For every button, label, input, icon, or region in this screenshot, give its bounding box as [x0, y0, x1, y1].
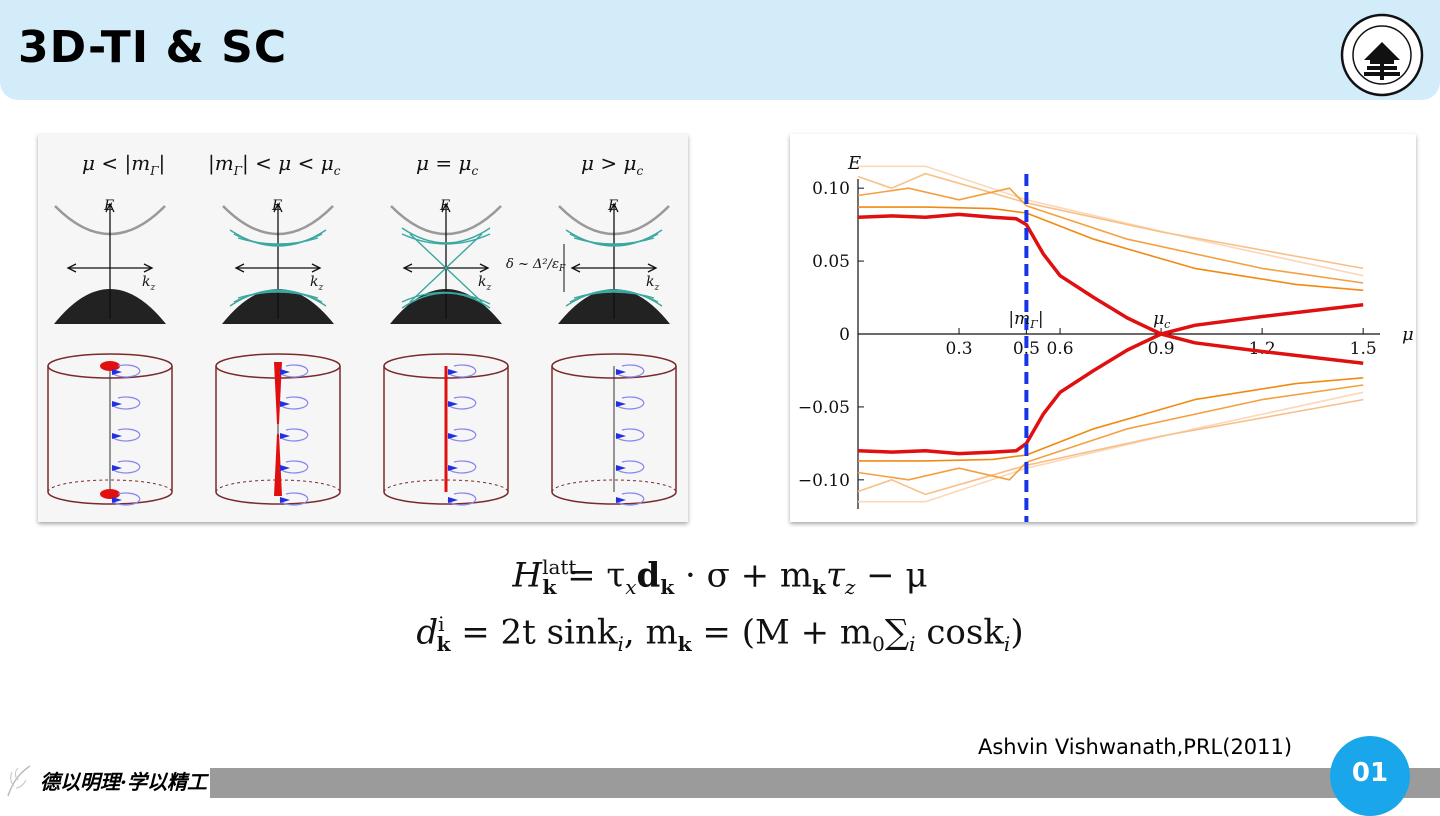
chart-svg: 0.100.050−0.05−0.100.3 0.5 0.6 0.9 1.2 1.5Eμ|… [798, 153, 1414, 522]
series-line [857, 398, 1364, 496]
footer-bar [210, 768, 1440, 798]
panel-label-1: μ < |mΓ| [82, 151, 165, 178]
x-tick-label: 0.9 [1148, 339, 1175, 359]
band-panel-4: Ekz [558, 198, 670, 324]
page-number-badge: 01 [1330, 736, 1410, 816]
axis-label-e: E [103, 198, 114, 214]
x-tick-label: 1.5 [1350, 339, 1377, 359]
university-seal-icon [1340, 13, 1424, 97]
series-line [857, 172, 1364, 270]
x-tick-label: 0.5 [1013, 339, 1040, 359]
axis-label-kz: kz [142, 274, 155, 293]
series-line [857, 212, 1364, 336]
annotation-label: μc [1153, 309, 1170, 331]
band-panel-2: Ekz [222, 198, 334, 324]
x-tick-label: 0.6 [1047, 339, 1074, 359]
gap-annotation: δ ~ Δ²/εF [506, 257, 566, 274]
band-panel-3: Ekz [390, 198, 502, 324]
x-axis-label: μ [1402, 324, 1414, 345]
citation-text: Ashvin Vishwanath,PRL(2011) [978, 735, 1293, 759]
footer-motto: 德以明理·学以精工 [40, 770, 207, 794]
d-vector-equation: dik = 2t sinki, mk = (M + m0∑i coski) [416, 612, 1024, 657]
slide-header: 3D-TI & SC [0, 0, 1440, 100]
panel-label-3: μ = μc [416, 151, 478, 178]
y-tick-label: −0.10 [798, 471, 850, 491]
y-tick-label: 0.10 [812, 179, 850, 199]
series-line [857, 187, 1364, 284]
band-diagrams: μ < |mΓ| |mΓ| < μ < μc μ = μc μ > μc Ekz… [47, 151, 677, 506]
band-panel-1: Ekz [54, 198, 166, 324]
vortex-cylinder-2 [215, 353, 341, 506]
axis-label-e: E [439, 198, 450, 214]
x-tick-label: 0.3 [946, 339, 973, 359]
panel-label-4: μ > μc [581, 151, 643, 178]
vortex-cylinder-3 [383, 353, 509, 506]
vortex-cylinder-4 [551, 353, 677, 506]
slide-title: 3D-TI & SC [18, 22, 288, 73]
y-tick-label: −0.05 [798, 398, 850, 418]
y-tick-label: 0 [839, 325, 850, 345]
annotation-label: |mΓ| [1008, 309, 1043, 331]
y-tick-label: 0.05 [812, 252, 850, 272]
series-line [858, 206, 1364, 292]
axis-label-e: E [607, 198, 618, 214]
axis-label-kz: kz [646, 274, 659, 293]
y-axis-label: E [847, 153, 861, 174]
axis-label-kz: kz [310, 274, 323, 293]
panel-label-2: |mΓ| < μ < μc [208, 151, 341, 178]
vortex-cylinder-1 [47, 353, 173, 506]
series-line [857, 332, 1364, 456]
leaf-icon [7, 765, 31, 797]
page-number: 01 [1351, 758, 1389, 788]
hamiltonian-equation: Hlattk = τxdk · σ + mkτz − μ [512, 555, 928, 600]
axis-label-e: E [271, 198, 282, 214]
series-line [858, 377, 1364, 462]
axis-label-kz: kz [478, 274, 491, 293]
series-line [857, 384, 1364, 481]
